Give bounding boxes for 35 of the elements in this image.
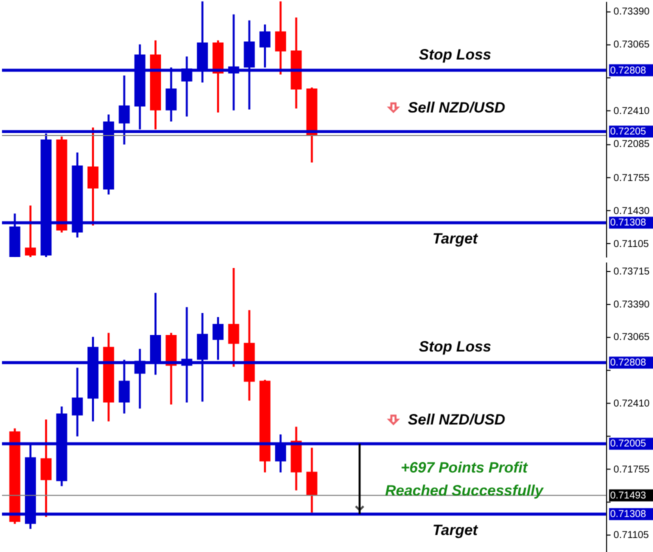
- annotation: Sell NZD/USD: [408, 100, 506, 117]
- y-tick-label: 0.73390: [614, 6, 650, 18]
- ref-line-label: 0.71493: [610, 490, 647, 502]
- candlestick: [87, 126, 98, 227]
- candlestick: [306, 446, 318, 514]
- y-tick-label: 0.71755: [614, 172, 650, 184]
- ref-line-label: 0.72808: [610, 65, 647, 76]
- annotation: Target: [432, 230, 479, 248]
- ref-line-label: 0.72005: [610, 438, 647, 450]
- y-tick-label: 0.72085: [614, 139, 650, 150]
- candlestick: [228, 266, 240, 368]
- y-tick-label: 0.71755: [614, 464, 650, 476]
- annotation: Target: [432, 522, 479, 540]
- annotation: Sell NZD/USD: [408, 412, 506, 429]
- candlestick: [275, 0, 286, 76]
- ref-line-label: 0.71308: [610, 509, 647, 520]
- candlestick: [24, 204, 36, 258]
- y-tick-label: 0.72410: [614, 398, 650, 410]
- candlestick: [72, 366, 83, 438]
- y-tick-label: 0.71430: [614, 206, 650, 217]
- candlestick: [40, 418, 52, 518]
- ref-line-label: 0.72205: [610, 126, 647, 138]
- ref-line-label: 0.71308: [610, 218, 647, 229]
- y-tick-label: 0.71105: [614, 238, 650, 250]
- annotation: Stop Loss: [418, 338, 492, 356]
- y-tick-label: 0.73065: [614, 332, 650, 344]
- y-tick-label: 0.71105: [614, 530, 650, 542]
- y-tick-label: 0.73390: [614, 299, 650, 310]
- annotation: Stop Loss: [418, 46, 492, 64]
- y-tick-label: 0.73065: [614, 40, 650, 51]
- y-tick-label: 0.73715: [614, 266, 650, 278]
- y-tick-label: 0.72410: [614, 106, 650, 118]
- ref-line-label: 0.72808: [610, 358, 647, 369]
- annotation: Reached Successfully: [385, 482, 544, 500]
- annotation: +697 Points Profit: [400, 459, 529, 476]
